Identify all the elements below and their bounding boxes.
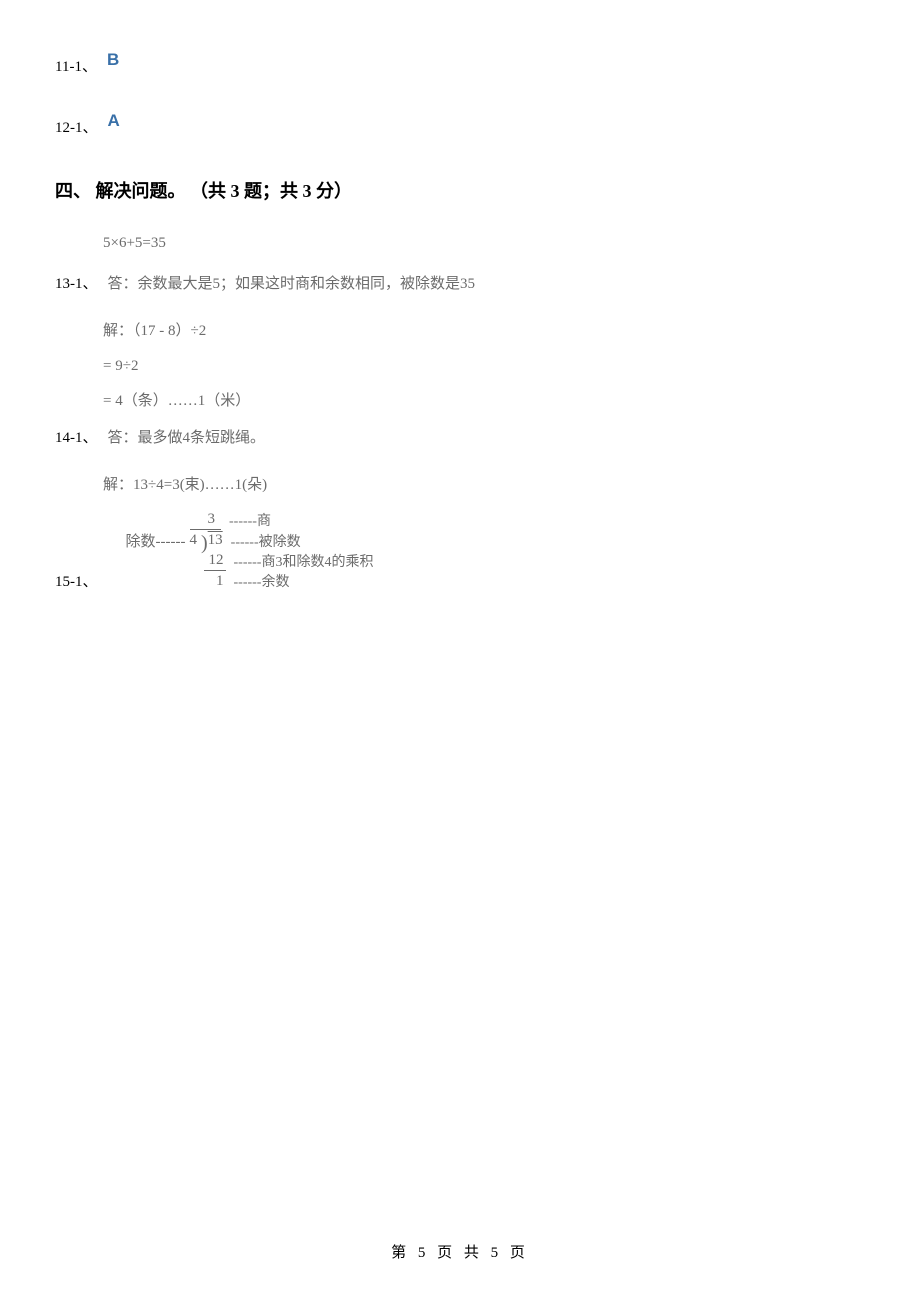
q15-block: 解：13÷4=3(束)……1(朵) 15-1、 3 ------商 除数----… <box>55 475 865 591</box>
q13-answer-row: 13-1、 答：余数最大是5；如果这时商和余数相同，被除数是35 <box>55 272 865 293</box>
answer-row-11: 11-1、 B <box>55 55 865 76</box>
ld-quotient-row: 3 ------商 <box>190 510 374 530</box>
answer-number: 12-1、 <box>55 116 98 137</box>
longdiv-bracket-icon: ) <box>201 536 208 550</box>
ld-product-row: 12 ------商3和除数4的乘积 <box>204 551 374 571</box>
ld-dividend: 13 <box>208 532 223 548</box>
ld-annot-product: ------商3和除数4的乘积 <box>234 551 374 571</box>
ld-divisor: 4 <box>189 532 197 549</box>
q14-block: 解：（17 - 8）÷2 = 9÷2 = 4（条）……1（米） 14-1、 答：… <box>55 321 865 447</box>
ld-dividend-over: 13 <box>208 532 223 549</box>
answer-number: 14-1、 <box>55 426 98 447</box>
answer-row-12: 12-1、 A <box>55 116 865 137</box>
q14-line2: = 9÷2 <box>103 356 865 377</box>
section-heading: 四、 解决问题。 （共 3 题；共 3 分） <box>55 177 865 203</box>
ld-remainder: 1 <box>216 573 224 589</box>
ld-remainder-row: 1 ------余数 <box>204 571 374 591</box>
ld-dividend-row: 除数------ 4 ) 13 ------被除数 <box>126 530 374 551</box>
page-footer: 第 5 页 共 5 页 <box>0 1241 920 1262</box>
answer-number: 11-1、 <box>55 55 97 76</box>
ld-annot-dividend: ------被除数 <box>231 531 301 551</box>
answer-text: 答：余数最大是5；如果这时商和余数相同，被除数是35 <box>108 272 476 293</box>
longdiv-container: 3 ------商 除数------ 4 ) 13 ------被除数 <box>126 510 374 591</box>
answer-number: 13-1、 <box>55 272 98 293</box>
q13-block: 5×6+5=35 13-1、 答：余数最大是5；如果这时商和余数相同，被除数是3… <box>55 233 865 293</box>
q14-line1: 解：（17 - 8）÷2 <box>103 321 865 342</box>
answer-letter: A <box>108 111 120 131</box>
answer-text: 答：最多做4条短跳绳。 <box>108 426 266 447</box>
q15-longdiv-row: 15-1、 3 ------商 除数------ 4 ) 13 <box>55 510 865 591</box>
q15-line1: 解：13÷4=3(束)……1(朵) <box>103 475 865 496</box>
ld-annot-remainder: ------余数 <box>234 571 290 591</box>
q13-calc: 5×6+5=35 <box>103 233 865 254</box>
page-container: 11-1、 B 12-1、 A 四、 解决问题。 （共 3 题；共 3 分） 5… <box>0 0 920 1302</box>
q14-answer-row: 14-1、 答：最多做4条短跳绳。 <box>55 426 865 447</box>
answer-number: 15-1、 <box>55 570 98 591</box>
ld-divisor-label: 除数------ <box>126 530 186 551</box>
answer-letter: B <box>107 50 119 70</box>
q14-line3: = 4（条）……1（米） <box>103 391 865 412</box>
ld-annot-quotient: ------商 <box>229 510 271 530</box>
ld-quotient: 3 <box>208 511 216 527</box>
ld-product: 12 <box>209 552 224 568</box>
